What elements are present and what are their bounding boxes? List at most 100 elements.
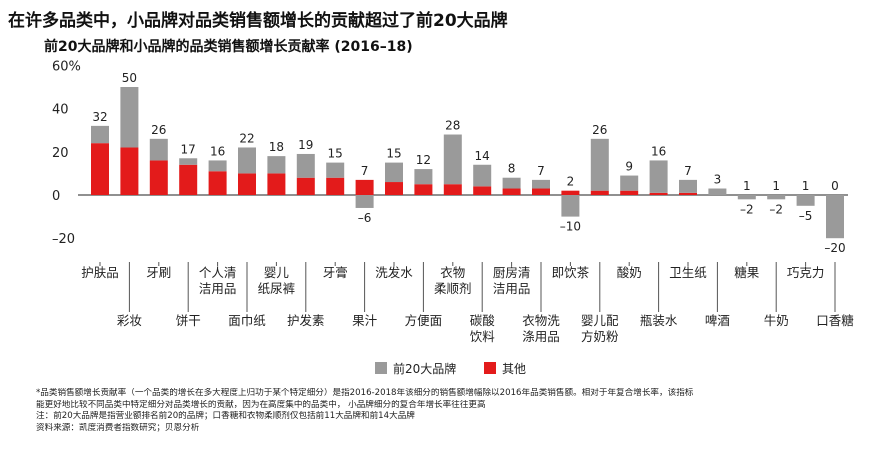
category-label: 牛奶 bbox=[764, 313, 789, 328]
bar-total-label: 3 bbox=[714, 173, 722, 187]
bar-segment-top20 bbox=[767, 195, 786, 200]
category-label: 彩妆 bbox=[117, 313, 142, 328]
bar-segment-top20 bbox=[179, 158, 198, 165]
bar-segment-others bbox=[149, 160, 168, 195]
bar-negative-label: –10 bbox=[560, 220, 581, 234]
bar-segment-top20 bbox=[355, 195, 374, 208]
bar-segment-others bbox=[532, 188, 550, 195]
bar-segment-top20 bbox=[590, 138, 609, 191]
category-label: 护发素 bbox=[287, 313, 325, 328]
bar-segment-top20 bbox=[826, 195, 844, 239]
bar-segment-top20 bbox=[414, 169, 433, 185]
category-label: 方便面 bbox=[405, 313, 443, 328]
bar-segment-top20 bbox=[238, 147, 256, 174]
bar-negative-label: –2 bbox=[740, 202, 754, 216]
bar-segment-top20 bbox=[91, 125, 109, 144]
bar-segment-top20 bbox=[679, 179, 697, 193]
footnotes: *品类销售额增长贡献率（一个品类的增长在多大程度上归功于某个特定细分）是指201… bbox=[36, 388, 866, 434]
category-label: 洗发水 bbox=[375, 265, 413, 280]
bar-total-label: 22 bbox=[239, 131, 254, 145]
bar-total-label: 1 bbox=[743, 179, 751, 193]
chart-title: 前20大品牌和小品牌的品类销售额增长贡献率 (2016–18) bbox=[44, 39, 413, 55]
bar-segment-top20 bbox=[473, 164, 492, 187]
bar-total-label: 14 bbox=[475, 149, 490, 163]
bar-negative-label: –6 bbox=[358, 211, 372, 225]
bar-segment-top20 bbox=[737, 195, 756, 200]
bar-total-label: 8 bbox=[508, 162, 516, 176]
category-label: 瓶装水 bbox=[640, 313, 678, 328]
category-label: 纸尿裤 bbox=[258, 281, 296, 296]
bar-total-label: 15 bbox=[386, 147, 401, 161]
legend-swatch-top20 bbox=[375, 362, 387, 374]
category-label: 洁用品 bbox=[199, 281, 237, 296]
category-label: 个人清 bbox=[199, 265, 237, 280]
bar-segment-others bbox=[473, 186, 492, 195]
bar-total-label: 19 bbox=[298, 138, 313, 152]
bar-segment-top20 bbox=[120, 87, 139, 148]
bar-segment-others bbox=[590, 190, 609, 195]
bar-segment-others bbox=[679, 192, 697, 195]
bar-segment-others bbox=[120, 147, 139, 195]
bar-segment-others bbox=[238, 173, 256, 195]
bar-total-label: 32 bbox=[92, 110, 107, 124]
bar-segment-others bbox=[326, 177, 345, 195]
category-label: 巧克力 bbox=[787, 265, 825, 280]
footnote-source: 资料来源：凯度消费者指数研究；贝恩分析 bbox=[36, 422, 200, 433]
footnote-definition-line-2: 能更好地比较不同品类中特定细分对品类增长的贡献，因为在高度集中的品类中， 小品牌… bbox=[36, 399, 486, 410]
bar-segment-top20 bbox=[326, 162, 345, 178]
category-label: 饼干 bbox=[176, 313, 201, 328]
bar-segment-top20 bbox=[620, 175, 639, 191]
bar-total-label: 26 bbox=[151, 123, 166, 137]
category-label: 洁用品 bbox=[493, 281, 531, 296]
y-tick-label: 20 bbox=[52, 146, 69, 161]
bar-segment-top20 bbox=[796, 195, 815, 206]
bar-segment-others bbox=[620, 190, 639, 195]
legend-label-others: 其他 bbox=[502, 362, 526, 376]
bar-segment-top20 bbox=[149, 138, 168, 161]
category-label: 即饮茶 bbox=[552, 265, 590, 280]
y-tick-label: 60% bbox=[52, 59, 81, 74]
bar-total-label: 16 bbox=[651, 144, 666, 158]
bar-total-label: 12 bbox=[416, 153, 431, 167]
bar-total-label: 28 bbox=[445, 119, 460, 133]
bar-segment-top20 bbox=[296, 153, 315, 178]
category-label: 啤酒 bbox=[705, 313, 730, 328]
bar-segment-others bbox=[649, 192, 668, 195]
y-tick-label: –20 bbox=[52, 232, 75, 247]
bar-total-label: 26 bbox=[592, 123, 607, 137]
bar-segment-top20 bbox=[708, 188, 727, 195]
category-label: 厨房清 bbox=[493, 265, 531, 280]
category-label: 牙刷 bbox=[146, 265, 171, 280]
bar-total-label: 9 bbox=[625, 160, 633, 174]
category-label: 婴儿 bbox=[264, 265, 290, 280]
stacked-bar-chart: 60%40200–2032护肤品50彩妆26牙刷17饼干16个人清洁用品22面巾… bbox=[52, 59, 854, 376]
bar-total-label: 17 bbox=[181, 142, 196, 156]
category-label: 面巾纸 bbox=[228, 313, 266, 328]
bar-total-label: 7 bbox=[684, 164, 692, 178]
category-label: 衣物洗 bbox=[522, 313, 560, 328]
legend-swatch-others bbox=[484, 362, 496, 374]
category-label: 婴儿配 bbox=[581, 313, 619, 328]
y-tick-label: 0 bbox=[52, 189, 60, 204]
bar-total-label: 2 bbox=[567, 175, 575, 189]
bar-segment-others bbox=[267, 173, 286, 195]
category-label: 护肤品 bbox=[81, 265, 119, 280]
category-label: 衣物 bbox=[440, 265, 465, 280]
category-label: 糖果 bbox=[734, 265, 760, 280]
bar-segment-top20 bbox=[385, 162, 403, 183]
category-label: 果汁 bbox=[352, 313, 378, 328]
bar-total-label: 1 bbox=[772, 179, 780, 193]
bar-total-label: 50 bbox=[122, 71, 137, 85]
bar-segment-others bbox=[443, 184, 462, 195]
category-label: 方奶粉 bbox=[581, 329, 619, 344]
bar-segment-top20 bbox=[532, 179, 550, 189]
bar-segment-others bbox=[385, 182, 403, 195]
bar-segment-others bbox=[355, 179, 374, 195]
bar-total-label: 18 bbox=[269, 140, 284, 154]
bar-total-label: 15 bbox=[328, 147, 343, 161]
bar-segment-others bbox=[91, 143, 109, 195]
bar-negative-label: –20 bbox=[824, 241, 845, 255]
legend-label-top20: 前20大品牌 bbox=[393, 361, 456, 376]
bar-segment-top20 bbox=[208, 160, 227, 172]
bar-segment-top20 bbox=[502, 177, 521, 189]
